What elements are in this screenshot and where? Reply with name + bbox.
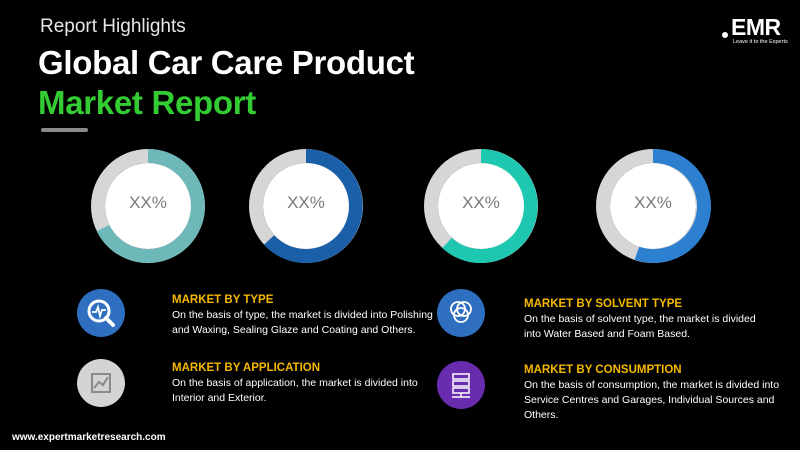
logo-text: EMR [731, 14, 781, 40]
donut-3-value: XX% [462, 193, 500, 212]
segment-type-heading: MARKET BY TYPE [172, 294, 274, 306]
magnifier-chart-icon [77, 289, 125, 337]
segment-application-heading: MARKET BY APPLICATION [172, 362, 321, 374]
segment-solvent-heading: MARKET BY SOLVENT TYPE [524, 298, 683, 310]
segment-solvent-text: On the basis of solvent type, the market… [524, 313, 756, 340]
report-title-line1: Global Car Care Product [38, 44, 415, 81]
line-chart-icon [77, 359, 125, 407]
donut-2-value: XX% [287, 193, 325, 212]
donut-4: XX% [594, 147, 712, 265]
title-underline [41, 128, 88, 132]
logo-tagline: Leave it to the Experts [733, 39, 788, 45]
report-title-line2: Market Report [38, 84, 256, 121]
segment-type-text: On the basis of type, the market is divi… [172, 309, 433, 336]
donut-1-value: XX% [129, 193, 167, 212]
logo-dot [722, 32, 728, 38]
segment-consumption-heading: MARKET BY CONSUMPTION [524, 364, 682, 376]
donut-4-value: XX% [634, 193, 672, 212]
emr-logo: EMR Leave it to the Experts [722, 14, 788, 48]
donut-3: XX% [422, 147, 540, 265]
donut-2: XX% [247, 147, 365, 265]
donut-1: XX% [89, 147, 207, 265]
venn-diagram-icon [437, 289, 485, 337]
footer-url[interactable]: www.expertmarketresearch.com [12, 432, 166, 443]
server-network-icon [437, 361, 485, 409]
segment-consumption-text: On the basis of consumption, the market … [524, 379, 780, 421]
segment-application-text: On the basis of application, the market … [172, 377, 418, 404]
report-subtitle: Report Highlights [40, 16, 186, 37]
